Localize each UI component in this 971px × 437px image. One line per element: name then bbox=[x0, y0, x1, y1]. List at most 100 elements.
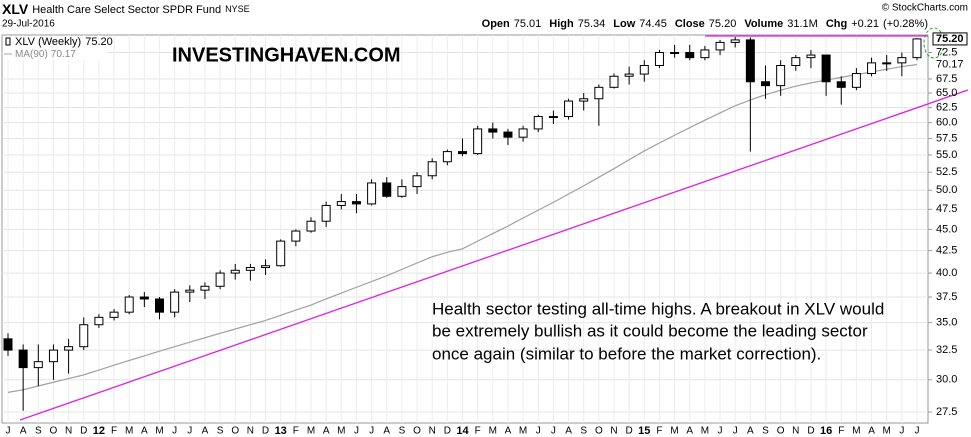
x-tick-label: O bbox=[231, 426, 239, 437]
candle-body bbox=[670, 51, 680, 54]
x-tick-label: J bbox=[915, 426, 920, 437]
candle-body bbox=[624, 73, 634, 77]
x-tick-label: J bbox=[172, 426, 177, 437]
x-tick-label: M bbox=[125, 426, 133, 437]
candle bbox=[745, 37, 755, 152]
copyright: © StockCharts.com bbox=[882, 3, 968, 14]
candle bbox=[533, 114, 543, 133]
x-tick-label: F bbox=[293, 426, 299, 437]
quote-name: Close bbox=[675, 18, 705, 30]
title: Health Care Select Sector SPDR Fund bbox=[32, 4, 221, 16]
x-tick-label: F bbox=[656, 426, 662, 437]
x-tick-label: F bbox=[838, 426, 844, 437]
candle-body bbox=[867, 62, 877, 75]
x-tick-label: O bbox=[595, 426, 603, 437]
x-tick-label: N bbox=[65, 426, 72, 437]
price-label-box bbox=[932, 32, 968, 46]
candle-body bbox=[488, 128, 498, 133]
y-tick-label: 40.0 bbox=[936, 267, 957, 279]
candle bbox=[579, 92, 589, 111]
candle-body bbox=[306, 220, 316, 232]
candle-body bbox=[564, 100, 574, 118]
candle bbox=[867, 57, 877, 77]
candle bbox=[170, 289, 180, 318]
legend-value: 70.17 bbox=[51, 49, 76, 60]
x-tick-label: D bbox=[444, 426, 451, 437]
candle bbox=[685, 44, 695, 61]
candle bbox=[791, 55, 801, 71]
candle bbox=[412, 172, 422, 195]
candle-body bbox=[912, 38, 922, 59]
annotation: Health sector testing all-time highs. A … bbox=[432, 299, 884, 318]
x-tick-label: N bbox=[792, 426, 799, 437]
header: XLV Health Care Select Sector SPDR Fund NY… bbox=[2, 1, 250, 17]
x-tick-label: O bbox=[777, 426, 785, 437]
candle bbox=[609, 73, 619, 89]
candle-body bbox=[33, 361, 43, 369]
x-tick-label: S bbox=[217, 426, 224, 437]
x-tick-label: A bbox=[141, 426, 148, 437]
x-tick-label: F bbox=[475, 426, 481, 437]
y-tick-label: 57.5 bbox=[936, 132, 957, 144]
legend: XLV (Weekly) 75.20 MA(90) 70.17 bbox=[3, 36, 113, 60]
candle-body bbox=[276, 240, 286, 267]
quote-name: High bbox=[549, 18, 574, 30]
candle bbox=[48, 344, 58, 380]
y-tick-label: 37.5 bbox=[936, 291, 957, 303]
quote-value: 75.01 bbox=[514, 18, 542, 30]
candle-body bbox=[185, 289, 195, 293]
candle bbox=[730, 36, 740, 48]
y-tick-label: 52.5 bbox=[936, 166, 957, 178]
legend-icon bbox=[5, 37, 11, 46]
candle bbox=[851, 68, 861, 91]
candle bbox=[185, 285, 195, 302]
candle bbox=[215, 270, 225, 290]
y-tick-label: 50.0 bbox=[936, 184, 957, 196]
candle bbox=[761, 65, 770, 99]
candle-body bbox=[685, 51, 695, 59]
candle bbox=[639, 60, 649, 82]
x-tick-label: S bbox=[399, 426, 406, 437]
x-tick-label: J bbox=[551, 426, 556, 437]
candle-body bbox=[245, 267, 255, 271]
x-tick-label: M bbox=[337, 426, 345, 437]
symbol: XLV bbox=[2, 1, 29, 17]
candle bbox=[776, 60, 786, 96]
candle bbox=[94, 314, 104, 328]
x-tick-label: J bbox=[6, 426, 11, 437]
candle bbox=[670, 44, 680, 58]
x-tick-label: M bbox=[852, 426, 860, 437]
y-tick-label: 47.5 bbox=[936, 203, 957, 215]
candle bbox=[897, 52, 907, 77]
candle bbox=[109, 309, 119, 321]
candle-body bbox=[594, 86, 604, 100]
candle-body bbox=[351, 201, 361, 205]
candle bbox=[200, 282, 210, 299]
candle-body bbox=[791, 57, 801, 67]
x-tick-label: D bbox=[80, 426, 87, 437]
candle bbox=[336, 194, 346, 210]
candle-body bbox=[427, 161, 437, 177]
x-tick-label: J bbox=[536, 426, 541, 437]
candle bbox=[836, 76, 846, 105]
x-tick-label: J bbox=[718, 426, 723, 437]
candle-body bbox=[94, 316, 104, 326]
candle bbox=[624, 66, 634, 85]
candle bbox=[33, 344, 43, 387]
x-tick-label: A bbox=[868, 426, 875, 437]
candle-body bbox=[761, 81, 770, 87]
candle-body bbox=[715, 41, 725, 51]
x-tick-label: J bbox=[369, 426, 374, 437]
ma-label: 70.17 bbox=[936, 59, 964, 71]
candle bbox=[155, 297, 164, 320]
x-tick-label: M bbox=[670, 426, 678, 437]
candle bbox=[488, 122, 498, 139]
candle-body bbox=[458, 151, 467, 155]
x-tick-label: 14 bbox=[456, 425, 469, 437]
x-tick-label: 16 bbox=[820, 425, 832, 437]
x-tick-label: N bbox=[247, 426, 254, 437]
quote-change-pct: (+0.28%) bbox=[883, 18, 928, 30]
candle-body bbox=[215, 272, 225, 287]
